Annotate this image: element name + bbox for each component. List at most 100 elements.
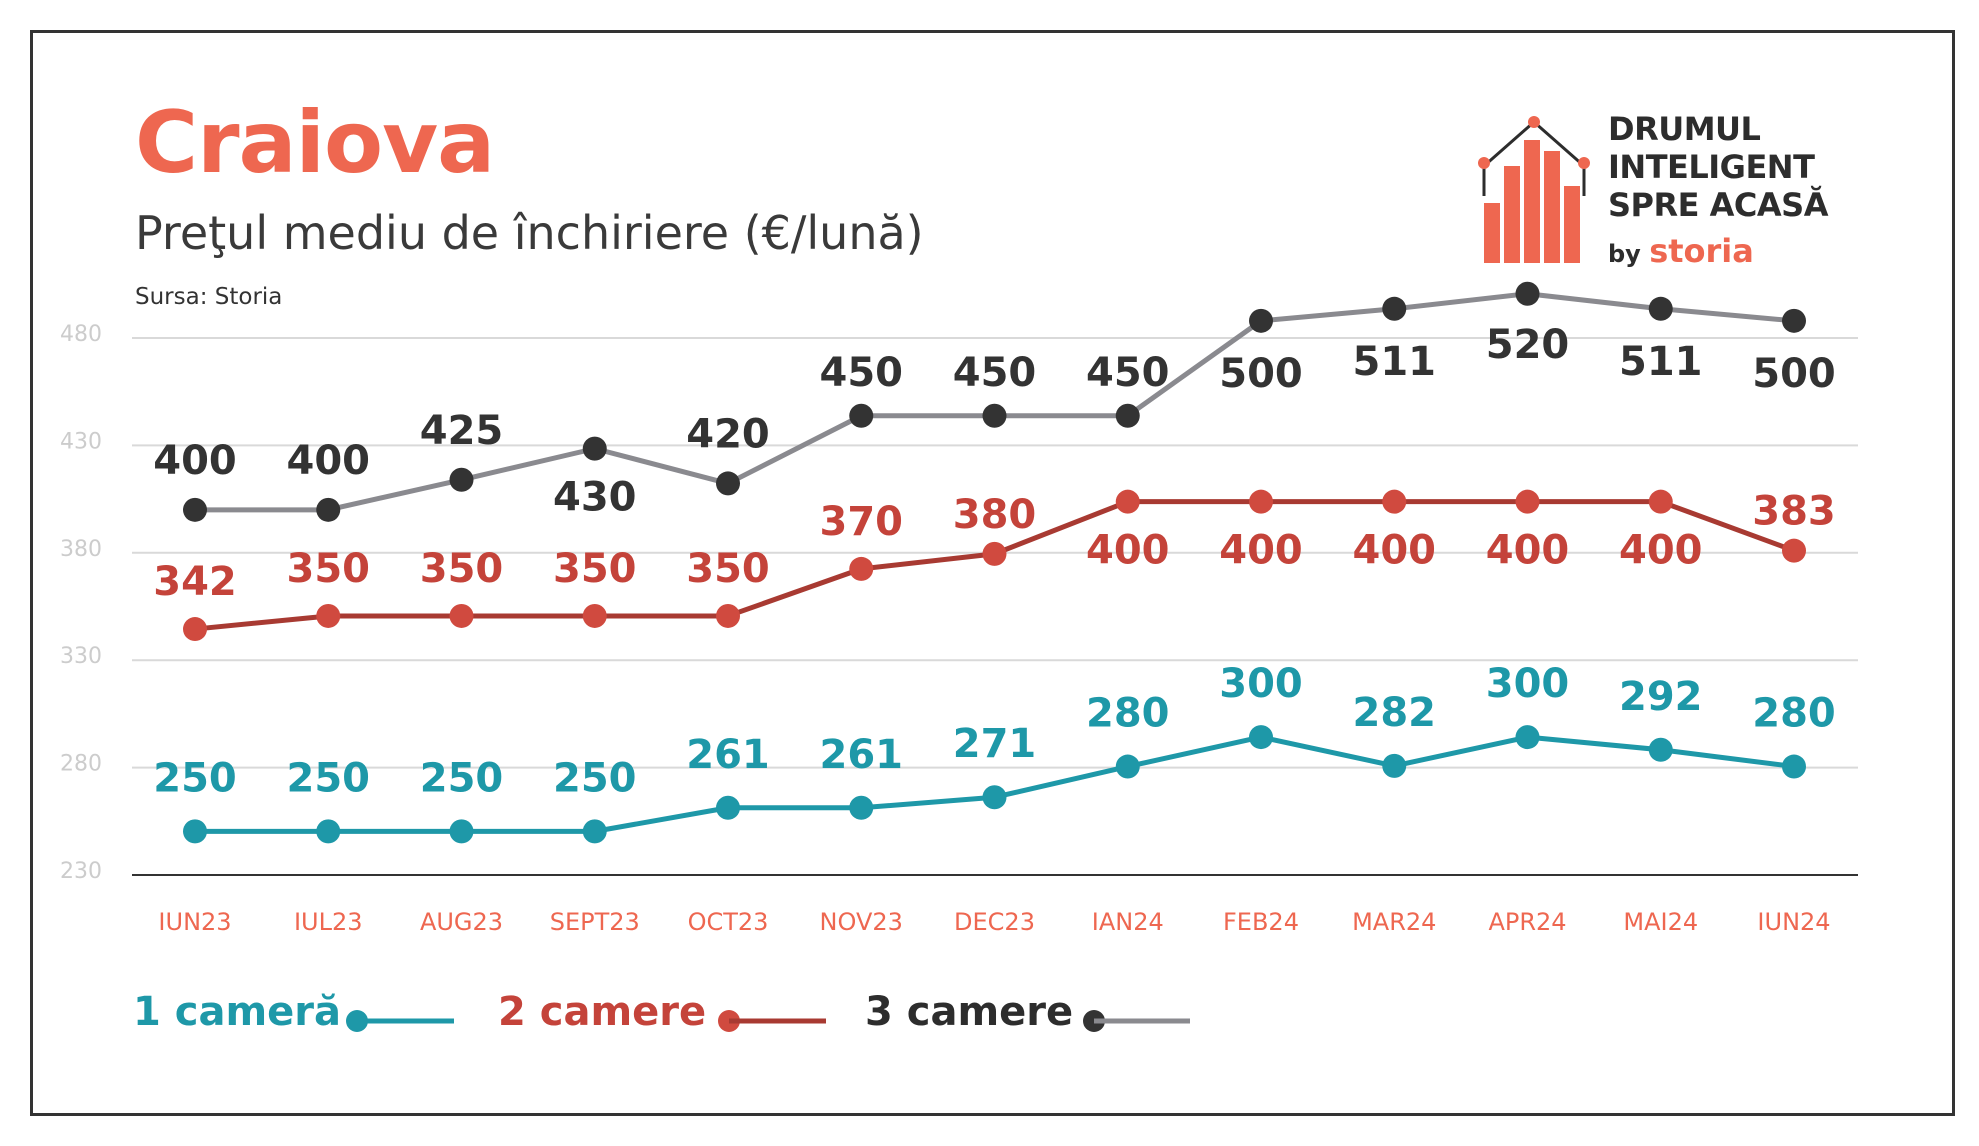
x-tick-label: DEC23 [954, 908, 1035, 936]
data-label: 370 [820, 499, 904, 545]
data-point [849, 403, 874, 428]
data-label: 450 [953, 350, 1037, 396]
data-label: 430 [553, 475, 637, 521]
data-label: 420 [686, 411, 770, 457]
source-note: Sursa: Storia [135, 284, 283, 310]
data-label: 280 [1752, 691, 1836, 737]
y-tick-label: 380 [60, 537, 102, 562]
data-label: 280 [1086, 691, 1170, 737]
data-point [1515, 281, 1540, 306]
data-point [449, 603, 474, 628]
y-tick-label: 430 [60, 429, 102, 454]
data-label: 342 [153, 559, 237, 605]
data-label: 250 [553, 755, 637, 801]
data-label: 400 [153, 438, 237, 484]
data-label: 450 [1086, 350, 1170, 396]
data-label: 500 [1752, 351, 1836, 397]
data-point [183, 819, 207, 844]
data-point [1648, 489, 1673, 514]
data-label: 400 [1486, 528, 1570, 574]
data-point [1249, 308, 1273, 333]
y-tick-label: 230 [60, 859, 102, 884]
data-label: 250 [420, 755, 504, 801]
legend-label-2-camere: 2 camere [498, 989, 707, 1035]
data-point [1782, 754, 1806, 779]
data-point [716, 471, 740, 496]
data-label: 282 [1353, 690, 1437, 736]
legend-marker-2-camere [718, 1010, 826, 1032]
y-tick-label: 480 [60, 322, 102, 347]
x-tick-label: IUN24 [1757, 908, 1830, 936]
data-point [582, 436, 607, 461]
data-label: 300 [1219, 661, 1303, 707]
data-point [982, 403, 1007, 428]
data-point [1249, 489, 1273, 514]
data-label: 400 [1619, 528, 1703, 574]
data-point [1115, 403, 1140, 428]
data-point [316, 819, 341, 844]
data-label: 350 [553, 546, 637, 592]
data-point [1648, 737, 1673, 762]
x-tick-label: IUN23 [158, 908, 231, 936]
x-tick-label: AUG23 [420, 908, 503, 936]
data-label: 425 [420, 408, 504, 454]
data-label: 292 [1619, 674, 1703, 720]
data-point [449, 819, 474, 844]
data-label: 380 [953, 492, 1037, 538]
data-label: 271 [953, 721, 1037, 767]
data-label: 350 [287, 546, 371, 592]
x-tick-label: OCT23 [688, 908, 769, 936]
data-label: 261 [820, 732, 904, 778]
data-point [982, 785, 1007, 810]
logo-brand: storia [1649, 232, 1754, 270]
chart-title: Craiova [135, 93, 495, 193]
data-label: 511 [1353, 339, 1437, 385]
logo-by: by [1608, 240, 1641, 268]
data-label: 261 [686, 732, 770, 778]
data-point [183, 617, 207, 642]
x-tick-label: MAR24 [1352, 908, 1436, 936]
data-point [1648, 296, 1673, 321]
data-point [1515, 489, 1540, 514]
data-label: 350 [686, 546, 770, 592]
chart-frame [30, 30, 1955, 1116]
data-label: 500 [1219, 351, 1303, 397]
data-point [1249, 725, 1273, 750]
chart-subtitle: Preţul mediu de închiriere (€/lună) [135, 206, 924, 260]
data-point [183, 497, 207, 522]
data-label: 400 [287, 438, 371, 484]
data-label: 383 [1752, 489, 1836, 535]
logo-line-3: SPRE ACASĂ [1608, 186, 1828, 224]
logo-line-1: DRUMUL [1608, 110, 1761, 148]
data-label: 250 [153, 755, 237, 801]
x-tick-label: SEPT23 [550, 908, 640, 936]
data-point [1782, 538, 1806, 563]
data-point [716, 603, 740, 628]
legend-marker-1-camera [346, 1010, 454, 1032]
legend-label-1-camera: 1 cameră [133, 989, 341, 1035]
data-label: 350 [420, 546, 504, 592]
data-label: 400 [1219, 528, 1303, 574]
data-point [716, 795, 740, 820]
data-label: 450 [820, 350, 904, 396]
x-tick-label: NOV23 [820, 908, 903, 936]
data-point [1382, 296, 1407, 321]
data-point [582, 603, 607, 628]
x-tick-label: APR24 [1488, 908, 1566, 936]
x-tick-label: FEB24 [1223, 908, 1299, 936]
data-point [1115, 754, 1140, 779]
logo-house-icon [1478, 116, 1590, 263]
data-point [316, 497, 341, 522]
logo-line-2: INTELIGENT [1608, 148, 1815, 186]
x-tick-label: IUL23 [294, 908, 363, 936]
data-point [449, 467, 474, 492]
data-point [582, 819, 607, 844]
data-point [849, 556, 874, 581]
data-point [1782, 308, 1806, 333]
y-tick-label: 330 [60, 644, 102, 669]
data-label: 400 [1086, 528, 1170, 574]
data-point [316, 603, 341, 628]
data-label: 511 [1619, 339, 1703, 385]
data-point [982, 541, 1007, 566]
